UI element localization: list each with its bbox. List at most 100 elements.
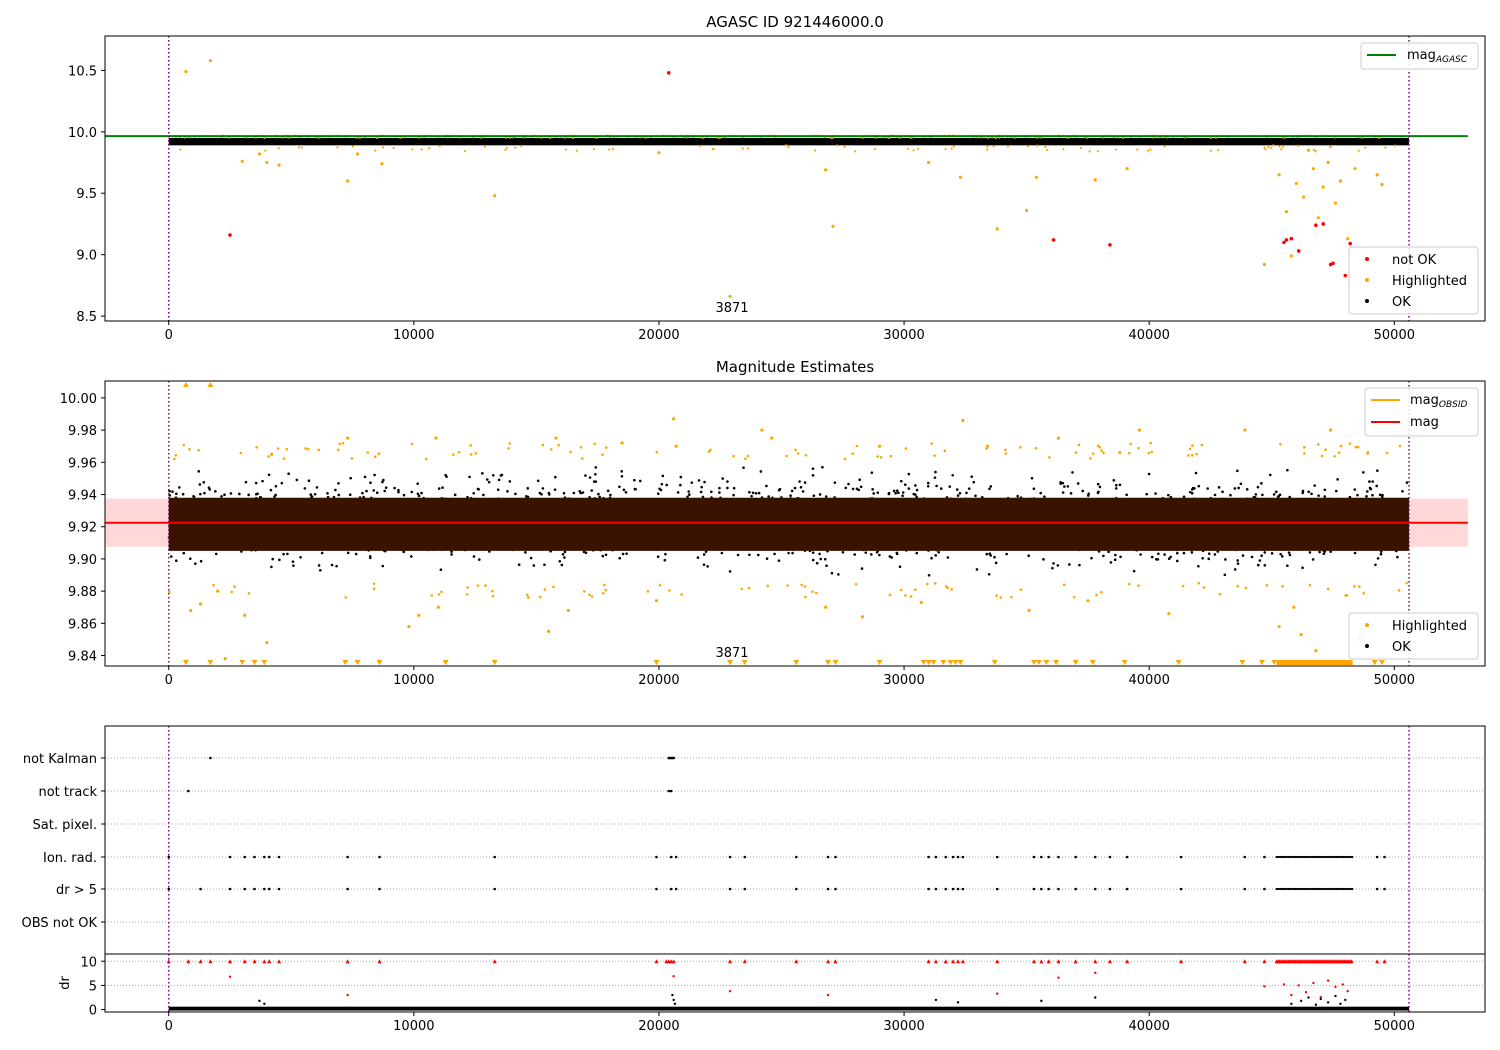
highlighted-point	[548, 136, 551, 140]
highlighted-point	[1244, 586, 1248, 590]
highlighted-point	[457, 450, 461, 454]
ok-point	[1175, 559, 1179, 563]
highlighted-point	[1136, 148, 1139, 151]
highlighted-point	[564, 148, 567, 151]
not-ok-point	[1314, 223, 1318, 227]
highlighted-point	[493, 194, 497, 198]
highlighted-point	[1046, 148, 1049, 152]
highlighted-point	[208, 58, 212, 63]
flag-point	[228, 855, 232, 859]
highlighted-point	[1209, 136, 1213, 140]
ok-point	[1279, 552, 1282, 556]
ok-point	[526, 487, 530, 490]
highlighted-point	[1181, 584, 1185, 588]
highlighted-point	[491, 594, 495, 598]
highlighted-point	[1048, 456, 1051, 459]
ok-point	[870, 471, 874, 474]
highlighted-point	[336, 448, 340, 452]
ok-point	[309, 493, 313, 496]
highlighted-point	[674, 444, 678, 448]
out-of-range-low-marker	[182, 660, 189, 665]
highlighted-point	[995, 227, 999, 231]
highlighted-point	[285, 447, 289, 451]
ok-point	[1194, 471, 1198, 475]
highlighted-point	[1187, 454, 1190, 457]
dr-high-point	[346, 993, 349, 997]
ok-point	[369, 481, 372, 485]
ok-point	[1323, 495, 1327, 498]
ok-point	[582, 550, 586, 554]
ok-point	[895, 552, 899, 556]
highlighted-point	[373, 455, 377, 459]
ok-point	[1147, 472, 1151, 476]
highlighted-point	[346, 436, 350, 440]
ok-point	[496, 488, 500, 491]
ok-point	[1201, 557, 1204, 560]
highlighted-point	[1209, 149, 1212, 152]
dr-point	[671, 993, 674, 997]
ok-point	[664, 552, 667, 556]
flag-point	[1347, 855, 1350, 859]
flag-category-label: not track	[38, 785, 97, 800]
ok-point	[1223, 573, 1227, 577]
not-ok-point	[1051, 238, 1056, 242]
ok-point	[860, 567, 864, 570]
ok-point	[1307, 490, 1310, 494]
ok-point	[872, 492, 875, 495]
ok-point	[927, 573, 931, 577]
ok-point	[718, 491, 721, 494]
highlighted-point	[264, 149, 267, 152]
highlighted-point	[796, 452, 800, 455]
legend-subscript: OBSID	[1439, 400, 1468, 410]
highlighted-point	[760, 428, 764, 432]
ok-point	[497, 478, 501, 482]
panel1-axes-frame	[104, 35, 1486, 322]
ok-point	[1263, 564, 1267, 567]
ok-point	[1224, 558, 1227, 561]
highlighted-point	[430, 594, 434, 597]
flag-point	[1243, 855, 1247, 859]
ok-point	[282, 552, 285, 556]
flag-point	[378, 855, 381, 859]
highlighted-point	[374, 149, 377, 152]
highlighted-point	[930, 442, 934, 445]
highlighted-point	[1129, 442, 1133, 446]
highlighted-point	[1114, 148, 1117, 151]
highlighted-point	[197, 448, 200, 452]
ok-point	[699, 490, 703, 494]
x-tick-label: 0	[165, 328, 173, 343]
ok-point	[439, 568, 443, 572]
ok-point	[757, 491, 761, 495]
out-of-range-low-marker	[207, 660, 214, 665]
ok-point	[354, 552, 358, 556]
ok-point	[773, 552, 776, 556]
highlighted-point	[899, 588, 903, 592]
flag-point	[1243, 887, 1247, 891]
flag-point	[944, 887, 948, 891]
ok-point	[1217, 486, 1221, 489]
highlighted-point	[1197, 581, 1201, 585]
ok-point	[1254, 493, 1258, 496]
dr-capped-marker	[267, 959, 272, 964]
highlighted-point	[469, 444, 472, 447]
ok-point	[1365, 495, 1368, 498]
highlighted-point	[483, 145, 486, 148]
ok-point	[638, 479, 642, 483]
ok-point	[1112, 479, 1116, 482]
flag-point	[1304, 855, 1307, 859]
ok-point	[202, 481, 206, 484]
ok-point	[1156, 558, 1160, 561]
highlighted-point	[672, 417, 676, 421]
flag-point	[167, 855, 171, 859]
flag-point	[1280, 855, 1283, 859]
flag-point	[1332, 887, 1335, 891]
highlighted-point	[800, 583, 803, 587]
ok-point	[373, 473, 376, 477]
ok-point	[1258, 559, 1262, 562]
ok-point	[686, 495, 689, 499]
highlighted-point	[1163, 145, 1166, 148]
ok-dense-band	[168, 497, 1410, 551]
dr-high-point	[228, 975, 232, 978]
ok-point	[1167, 557, 1171, 561]
panel1-annotation: 3871	[715, 301, 748, 316]
